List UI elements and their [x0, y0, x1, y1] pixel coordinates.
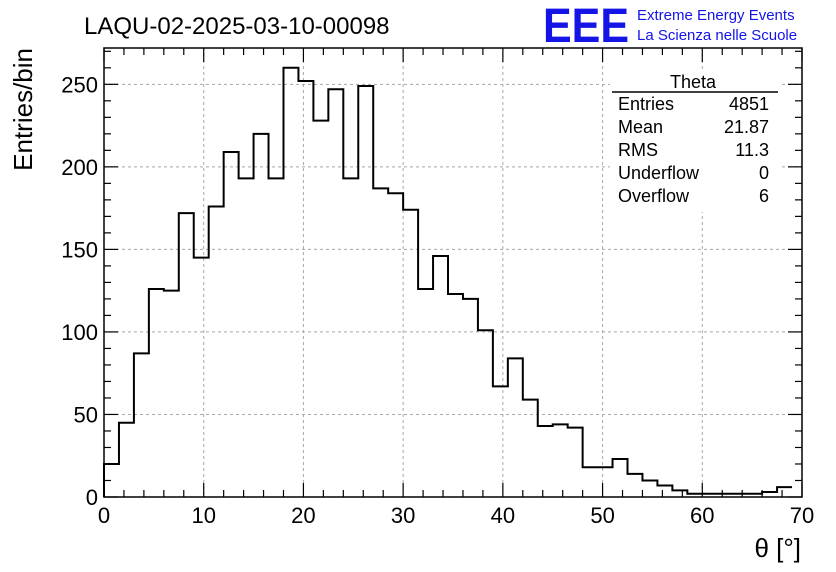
histogram-bin-5	[179, 213, 194, 497]
histogram-bin-45	[777, 487, 792, 497]
histogram-bin-14	[313, 121, 328, 497]
y-tick-label-200: 200	[61, 155, 98, 180]
histogram-bin-19	[388, 193, 403, 497]
histogram-bin-23	[448, 294, 463, 497]
y-tick-label-150: 150	[61, 237, 98, 262]
histogram-bin-17	[358, 86, 373, 497]
histogram-bin-15	[328, 89, 343, 497]
x-tick-label-50: 50	[590, 503, 614, 528]
x-axis-title: θ [°]	[754, 533, 801, 563]
stats-value-rms: 11.3	[735, 140, 769, 160]
stats-box-background	[610, 72, 780, 212]
histogram-bin-8	[224, 152, 239, 497]
histogram-bin-37	[657, 485, 672, 497]
x-tick-label-10: 10	[191, 503, 215, 528]
stats-label-overflow: Overflow	[618, 186, 690, 206]
histogram-bin-35	[628, 474, 643, 497]
x-tick-label-60: 60	[690, 503, 714, 528]
y-tick-label-100: 100	[61, 320, 98, 345]
stats-value-mean: 21.87	[724, 117, 769, 137]
stats-box: Theta Entries 4851 Mean 21.87 RMS 11.3 U…	[610, 72, 780, 212]
stats-value-underflow: 0	[759, 163, 769, 183]
plot-frame	[103, 47, 803, 498]
histogram-bin-10	[254, 134, 269, 497]
stats-value-entries: 4851	[729, 94, 769, 114]
x-tick-label-20: 20	[291, 503, 315, 528]
histogram-bin-4	[164, 291, 179, 497]
stats-label-mean: Mean	[618, 117, 663, 137]
histogram-bin-33	[598, 467, 613, 497]
histogram-bin-7	[209, 206, 224, 497]
stats-label-underflow: Underflow	[618, 163, 700, 183]
stats-box-title: Theta	[670, 72, 717, 92]
histogram-bin-12	[283, 68, 298, 497]
histogram-bin-30	[553, 424, 568, 497]
x-tick-label-30: 30	[391, 503, 415, 528]
stats-label-entries: Entries	[618, 94, 674, 114]
histogram-outline	[103, 66, 793, 497]
histogram-bin-9	[239, 178, 254, 497]
axis-ticks	[103, 48, 803, 498]
histogram-bin-16	[343, 178, 358, 497]
y-tick-label-250: 250	[61, 72, 98, 97]
x-tick-label-40: 40	[491, 503, 515, 528]
y-tick-label-0: 0	[86, 485, 98, 510]
histogram-bin-25	[478, 330, 493, 497]
histogram-series	[103, 66, 793, 497]
histogram-bin-11	[269, 178, 284, 497]
histogram-bin-26	[493, 386, 508, 497]
chart-title: LAQU-02-2025-03-10-00098	[84, 13, 390, 40]
histogram-bin-20	[403, 210, 418, 497]
logo-line-1: Extreme Energy Events	[637, 7, 795, 24]
histogram-bin-29	[538, 426, 553, 497]
y-tick-label-50: 50	[74, 402, 98, 427]
stats-value-overflow: 6	[759, 186, 769, 206]
histogram-bin-22	[433, 256, 448, 497]
histogram-bin-6	[194, 258, 209, 497]
histogram-bin-1	[119, 423, 134, 497]
x-tick-label-70: 70	[790, 503, 814, 528]
histogram-bin-13	[298, 81, 313, 497]
eee-logo-mark: EEE	[543, 0, 629, 53]
y-axis-title: Entries/bin	[8, 48, 38, 171]
histogram-bin-38	[672, 490, 687, 497]
x-tick-label-0: 0	[98, 503, 110, 528]
histogram-bin-3	[149, 289, 164, 497]
histogram-bin-21	[418, 289, 433, 497]
histogram-bin-32	[583, 467, 598, 497]
histogram-bin-27	[508, 358, 523, 497]
histogram-bin-18	[373, 188, 388, 497]
histogram-bin-2	[134, 353, 149, 497]
histogram-bin-34	[613, 459, 628, 497]
histogram-bin-24	[463, 299, 478, 497]
histogram-bin-31	[568, 428, 583, 497]
histogram-bin-36	[642, 480, 657, 497]
stats-label-rms: RMS	[618, 140, 658, 160]
histogram-bin-28	[523, 400, 538, 497]
logo-line-2: La Scienza nelle Scuole	[637, 27, 797, 44]
